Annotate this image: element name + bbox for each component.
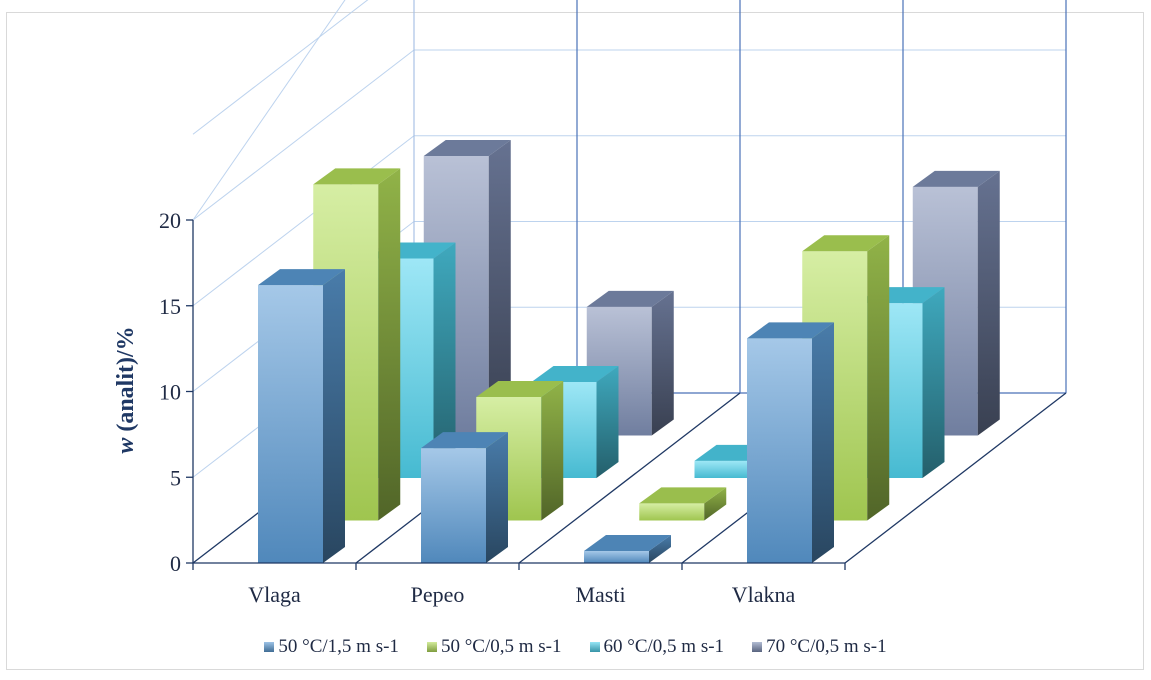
bar-side bbox=[596, 365, 619, 478]
bar bbox=[747, 322, 834, 563]
bar-top bbox=[531, 365, 619, 382]
x-tick-label: Pepeo bbox=[411, 582, 465, 607]
legend-swatch bbox=[589, 642, 600, 652]
y-tick-label: 10 bbox=[159, 380, 181, 405]
chart-frame bbox=[6, 12, 1144, 670]
bar-top bbox=[584, 534, 671, 551]
y-tick-label: 15 bbox=[159, 294, 181, 319]
side-wall-gridline bbox=[192, 135, 415, 307]
legend-label: 70 °C/0,5 m s-1 bbox=[766, 636, 887, 657]
bar-top bbox=[802, 235, 890, 252]
bar-top bbox=[423, 139, 511, 156]
bar-side bbox=[488, 139, 511, 436]
y-tick-label: 5 bbox=[170, 465, 181, 490]
bar bbox=[258, 269, 345, 563]
legend-swatch bbox=[264, 642, 275, 652]
bar-side bbox=[812, 322, 834, 563]
bar-side bbox=[651, 290, 674, 436]
x-tick-label: Masti bbox=[575, 582, 625, 607]
bar-side bbox=[486, 432, 508, 563]
y-tick-label: 0 bbox=[170, 551, 181, 576]
bar-front bbox=[747, 338, 812, 563]
legend-item: 70 °C/0,5 m s-1 bbox=[752, 636, 887, 658]
y-axis-label-unit: (analit)/% bbox=[113, 326, 139, 437]
side-wall-gridline bbox=[192, 49, 415, 221]
bar-side bbox=[704, 487, 727, 521]
bar-side bbox=[977, 170, 1000, 436]
bar-front bbox=[639, 503, 705, 521]
x-tick-label: Vlakna bbox=[732, 582, 796, 607]
bar-side bbox=[649, 534, 671, 563]
x-tick-label: Vlaga bbox=[248, 582, 301, 607]
side-wall-top-edge bbox=[192, 0, 346, 221]
bar bbox=[584, 534, 671, 563]
legend-label: 50 °C/0,5 m s-1 bbox=[440, 636, 562, 657]
legend-label: 50 °C/1,5 m s-1 bbox=[278, 636, 399, 657]
bar-top bbox=[476, 381, 564, 398]
bar-top bbox=[912, 170, 1000, 187]
bar bbox=[421, 432, 508, 563]
bar bbox=[912, 170, 1000, 436]
bar-side bbox=[867, 235, 890, 521]
bar-top bbox=[747, 322, 834, 339]
y-axis-label: w (analit)/% bbox=[113, 326, 139, 453]
y-axis-label-var: w bbox=[113, 437, 139, 454]
bar-front bbox=[584, 550, 649, 563]
bar-side bbox=[433, 242, 456, 478]
floor-divider bbox=[518, 392, 741, 564]
y-tick-label: 20 bbox=[159, 208, 181, 233]
bar-side bbox=[922, 287, 945, 478]
bar-top bbox=[639, 487, 727, 504]
bar-side bbox=[541, 381, 564, 521]
legend-item: 60 °C/0,5 m s-1 bbox=[589, 636, 725, 658]
bar-side bbox=[378, 168, 401, 521]
bar-front bbox=[258, 285, 323, 563]
legend-label: 60 °C/0,5 m s-1 bbox=[603, 636, 725, 657]
bar-front bbox=[694, 460, 760, 478]
legend-swatch bbox=[426, 642, 437, 652]
bar-top bbox=[586, 290, 674, 307]
legend: 50 °C/1,5 m s-1 50 °C/0,5 m s-1 60 °C/0,5 … bbox=[0, 636, 1151, 658]
legend-swatch bbox=[752, 642, 763, 652]
side-wall-gridline bbox=[192, 0, 369, 135]
legend-item: 50 °C/0,5 m s-1 bbox=[426, 636, 562, 658]
bar-front bbox=[421, 448, 486, 563]
bar bbox=[639, 487, 727, 521]
bar-side bbox=[323, 269, 345, 563]
bar-top bbox=[258, 269, 345, 286]
floor-divider bbox=[844, 392, 1067, 564]
bar-top bbox=[313, 168, 401, 185]
bar-top bbox=[421, 432, 508, 449]
legend-item: 50 °C/1,5 m s-1 bbox=[264, 636, 399, 658]
